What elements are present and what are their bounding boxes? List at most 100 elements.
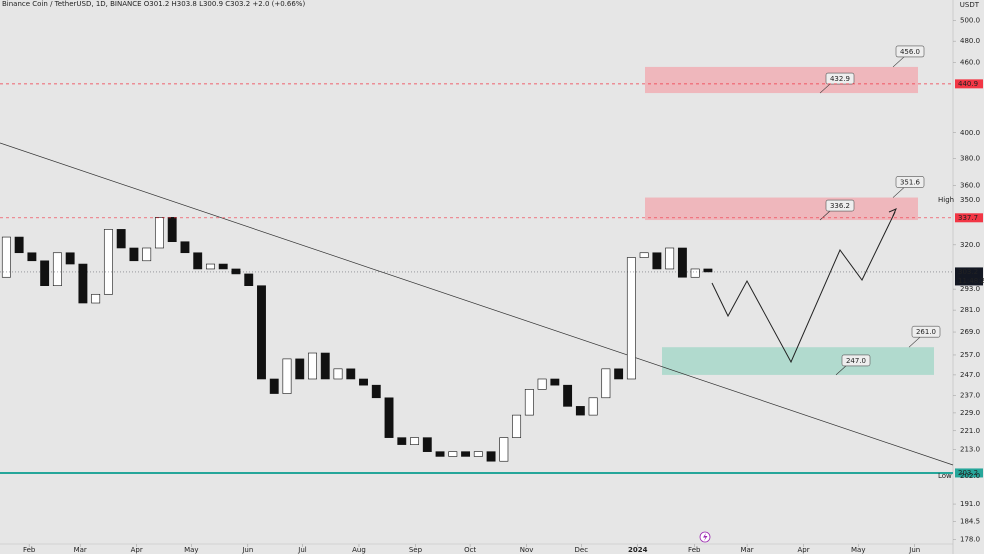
callout-label: 247.0 xyxy=(846,357,866,365)
candle-body xyxy=(614,368,624,380)
y-tick-label: 500.0 xyxy=(960,17,980,25)
high-value-label: 350.0 xyxy=(960,196,980,204)
candle-body xyxy=(27,252,37,262)
candle-body xyxy=(601,368,611,399)
candle-body xyxy=(269,378,279,394)
candle-body xyxy=(397,437,407,445)
candle-body xyxy=(244,273,254,287)
candle-body xyxy=(588,397,598,416)
candle-body xyxy=(537,378,547,390)
price-badge-label: 203.2 xyxy=(958,469,978,477)
candle-body xyxy=(384,397,394,438)
callout-box xyxy=(895,176,925,188)
price-badge-label: 440.9 xyxy=(958,80,978,88)
candle-body xyxy=(193,252,203,270)
candle-body xyxy=(550,378,560,386)
candle-body xyxy=(52,252,62,287)
x-tick-label: Jul xyxy=(297,546,307,554)
y-tick-label: 213.0 xyxy=(960,445,980,453)
price-badge xyxy=(955,79,983,89)
y-tick-label: 480.0 xyxy=(960,37,980,45)
callout-label: 351.6 xyxy=(900,179,921,187)
callout-leader xyxy=(835,365,847,376)
candle-body xyxy=(91,293,101,304)
y-tick-label: 360.0 xyxy=(960,182,980,190)
zone xyxy=(645,66,918,94)
price-badge xyxy=(955,468,983,478)
candle-body xyxy=(129,247,139,262)
candle-body xyxy=(665,247,675,270)
trend-line xyxy=(0,142,954,466)
price-badge xyxy=(955,213,983,223)
candle-body xyxy=(448,451,458,457)
candle-body xyxy=(180,241,190,254)
y-tick-label: 247.0 xyxy=(960,371,980,379)
candle-body xyxy=(346,368,356,380)
candle-body xyxy=(308,352,317,380)
x-tick-label: Oct xyxy=(464,546,476,554)
x-tick-label: Mar xyxy=(74,546,87,554)
x-tick-label: Jun xyxy=(241,546,253,554)
plot xyxy=(1,217,713,462)
candle-body xyxy=(371,384,381,399)
candle-body xyxy=(320,352,330,380)
countdown-label: 11:48:21 xyxy=(958,277,984,285)
y-tick-label: 293.0 xyxy=(960,285,980,293)
candle-body xyxy=(359,378,368,386)
candle-body xyxy=(563,384,573,407)
callout-label: 432.9 xyxy=(830,75,850,83)
x-tick-label: Jun xyxy=(908,546,920,554)
y-tick-label: 229.0 xyxy=(960,409,980,417)
candle-body xyxy=(40,260,50,287)
y-tick-label: 191.0 xyxy=(960,500,980,508)
candle-body xyxy=(575,406,585,416)
event-bolt xyxy=(703,533,708,541)
callout-label: 336.2 xyxy=(830,202,850,210)
candle-body xyxy=(333,368,343,380)
x-tick-label: Dec xyxy=(575,546,589,554)
y-tick-label: 460.0 xyxy=(960,59,980,67)
candle-body xyxy=(499,437,509,462)
y-tick-label: 281.0 xyxy=(960,306,980,314)
candle-body xyxy=(116,229,126,249)
candle-body xyxy=(65,252,75,265)
candle-body xyxy=(422,437,432,452)
price-badge-label: 337.7 xyxy=(958,214,978,222)
x-tick-label: Mar xyxy=(740,546,753,554)
candle-body xyxy=(703,268,713,273)
candle-body xyxy=(257,285,266,380)
candle-body xyxy=(626,257,636,380)
candle-body xyxy=(282,358,292,394)
x-tick-label: Feb xyxy=(23,546,36,554)
x-tick-label: 2024 xyxy=(628,546,648,554)
callout-leader xyxy=(819,210,831,221)
candle-body xyxy=(410,437,419,445)
zone xyxy=(662,347,934,375)
candle-body xyxy=(14,236,24,254)
candle-body xyxy=(142,247,152,262)
candle-body xyxy=(167,217,177,243)
y-tick-label: 269.0 xyxy=(960,328,980,336)
y-tick-label: 237.0 xyxy=(960,392,980,400)
callout-leader xyxy=(892,187,905,198)
candle-body xyxy=(206,263,215,270)
currency-label: USDT xyxy=(960,1,980,9)
candle-body xyxy=(231,268,241,275)
candle-body xyxy=(103,229,113,295)
y-tick-label: 257.0 xyxy=(960,351,980,359)
candle-body xyxy=(435,451,445,457)
y-tick-label: 400.0 xyxy=(960,129,980,137)
callout-box xyxy=(825,199,855,212)
price-badge-label: 303.2 xyxy=(958,268,978,276)
candle-body xyxy=(639,252,649,258)
candle-body xyxy=(677,247,687,278)
low-value-label: 202.0 xyxy=(960,472,980,480)
candle-body xyxy=(524,389,534,416)
candle-body xyxy=(652,252,662,270)
zone xyxy=(645,197,918,221)
callout-box xyxy=(895,45,925,58)
projection-arrow xyxy=(888,208,897,217)
candle-body xyxy=(218,263,228,270)
candle-body xyxy=(78,263,88,304)
